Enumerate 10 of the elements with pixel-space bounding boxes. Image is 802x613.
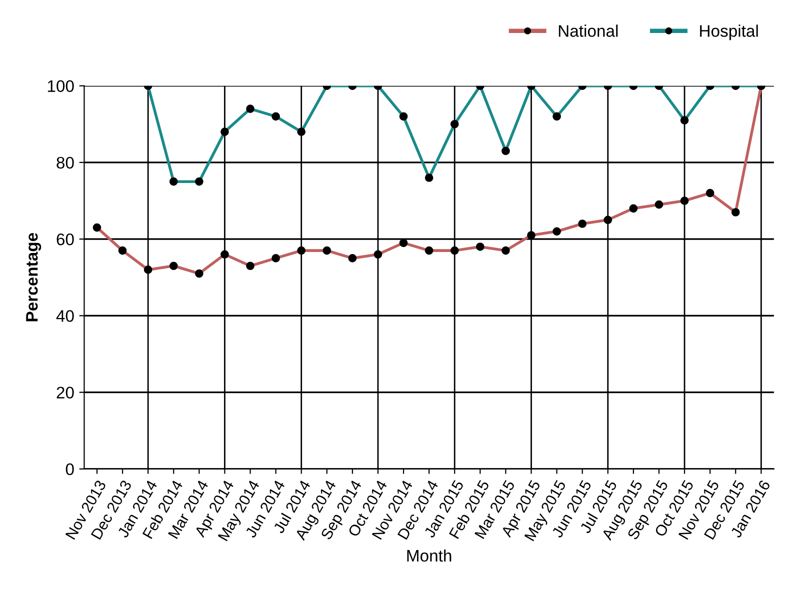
y-axis-title: Percentage	[26, 233, 42, 322]
y-tick-label: 20	[56, 386, 74, 399]
y-tick-label: 60	[56, 233, 74, 246]
y-tick-label: 80	[56, 156, 74, 169]
legend-label: National	[558, 24, 618, 37]
x-axis-title: Month	[407, 549, 452, 562]
legend-label: Hospital	[700, 24, 758, 40]
y-tick-label: 0	[66, 463, 74, 476]
y-tick-label: 100	[48, 80, 74, 92]
y-tick-label: 40	[56, 310, 74, 322]
